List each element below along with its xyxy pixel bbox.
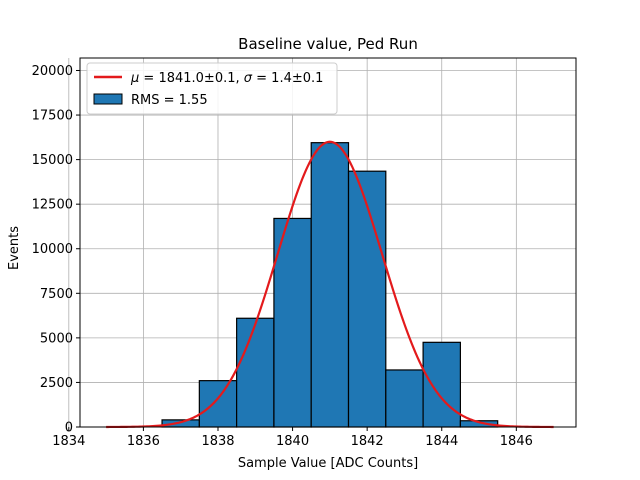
histogram-bar [236, 317, 275, 428]
legend-fit-label-width: = 1.4±0.1 [252, 71, 323, 86]
legend-fit-label: μ = 1841.0±0.1, σ = 1.4±0.1 [130, 71, 323, 86]
x-tick-label: 1836 [127, 434, 160, 449]
legend-fit-label-mean: = 1841.0±0.1, [139, 71, 243, 86]
legend: μ = 1841.0±0.1, σ = 1.4±0.1 RMS = 1.55 [86, 62, 338, 115]
bars-layer [161, 142, 499, 428]
gaussian-fit-line [106, 140, 554, 429]
x-tick-label: 1840 [276, 434, 309, 449]
legend-box [86, 62, 338, 115]
legend-histogram-swatch [93, 93, 123, 105]
legend-histogram-label: RMS = 1.55 [131, 93, 208, 108]
x-tick-label: 1834 [52, 434, 85, 449]
chart-title: Baseline value, Ped Run [238, 35, 418, 53]
x-axis-label: Sample Value [ADC Counts] [238, 456, 418, 471]
y-tick-label: 20000 [32, 64, 73, 79]
y-tick-label: 0 [65, 421, 73, 436]
y-tick-label: 5000 [40, 331, 73, 346]
legend-fit-label-mu: μ [130, 71, 139, 86]
histogram-bar [385, 369, 424, 428]
y-tick-label: 12500 [32, 198, 73, 213]
y-tick-label: 17500 [32, 109, 73, 124]
x-tick-label: 1838 [201, 434, 234, 449]
histogram-bar [422, 341, 461, 428]
histogram-bar [198, 380, 238, 428]
histogram-bar [347, 170, 387, 428]
histogram-bar [161, 419, 200, 428]
plot-frame [79, 57, 577, 428]
x-tick-label: 1846 [500, 434, 533, 449]
legend-fit-label-sigma: σ [244, 71, 253, 86]
y-tick-label: 7500 [40, 287, 73, 302]
y-axis-label: Events [7, 226, 22, 270]
y-tick-label: 15000 [32, 153, 73, 168]
x-tick-label: 1844 [425, 434, 458, 449]
fit-layer [106, 140, 554, 429]
y-tick-label: 2500 [40, 376, 73, 391]
x-tick-label: 1842 [351, 434, 384, 449]
ticks-layer: 1834 1836 1838 1840 1842 1844 1846 0 2500 5000 750… [32, 64, 533, 449]
histogram-bar [310, 142, 350, 428]
y-tick-label: 10000 [32, 242, 73, 257]
